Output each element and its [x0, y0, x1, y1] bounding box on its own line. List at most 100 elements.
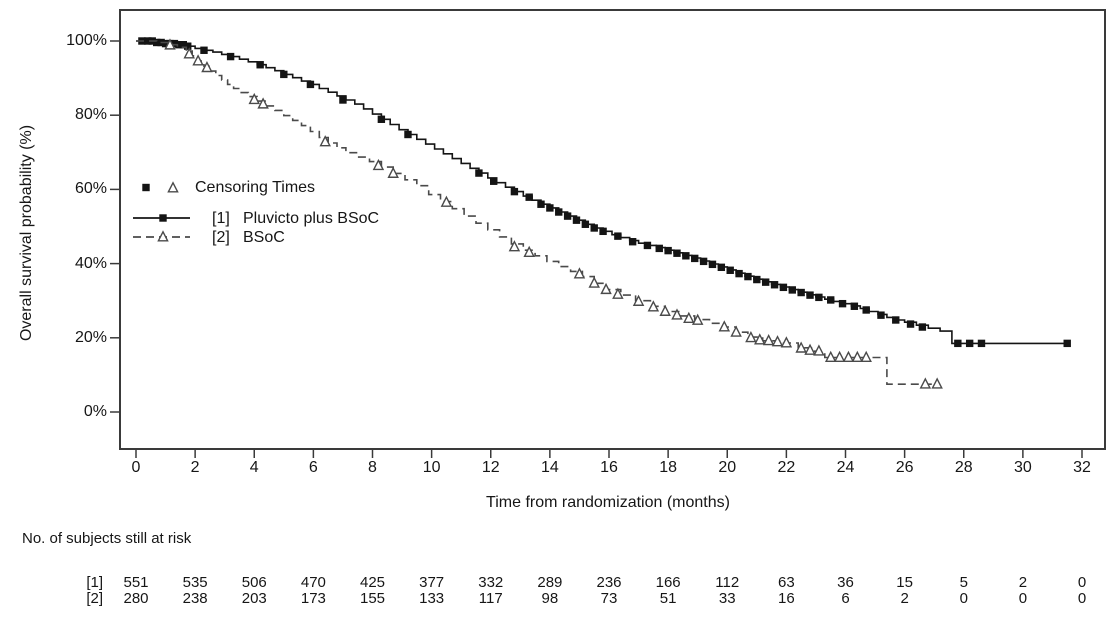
censor-marker-triangle — [659, 304, 671, 316]
censor-marker-square — [572, 216, 581, 224]
censor-marker-triangle — [795, 341, 807, 353]
censor-marker-square — [590, 224, 598, 232]
survival-curve-2 — [136, 40, 941, 385]
risk-count: 16 — [778, 590, 795, 607]
censor-marker-triangle — [833, 350, 846, 362]
risk-count: 332 — [478, 574, 504, 591]
censor-marker-square — [977, 339, 986, 348]
censor-marker-square — [862, 306, 870, 314]
risk-count: 377 — [419, 574, 445, 591]
censor-marker-triangle — [508, 240, 521, 252]
censor-marker-square — [161, 39, 170, 48]
x-tick-label: 24 — [836, 459, 855, 476]
y-tick-label: 0% — [83, 403, 107, 420]
censor-marker-triangle — [762, 334, 775, 346]
risk-count: 470 — [300, 574, 326, 591]
legend-marker-series-2 — [157, 230, 169, 242]
censor-marker-square — [761, 278, 770, 286]
censor-marker-triangle — [183, 47, 195, 59]
risk-count: 280 — [123, 590, 149, 607]
x-tick-label: 22 — [777, 459, 796, 476]
censor-marker-square — [490, 177, 498, 185]
censor-marker-triangle — [600, 282, 612, 295]
censor-marker-square — [788, 286, 796, 294]
censor-marker-square — [475, 169, 483, 177]
censor-marker-triangle — [257, 97, 269, 109]
x-tick-label: 10 — [422, 459, 441, 476]
censor-marker-triangle — [683, 311, 695, 324]
risk-count: 506 — [241, 574, 267, 591]
censor-marker-square — [691, 254, 699, 263]
censor-marker-square — [537, 200, 545, 208]
censor-marker-square — [377, 115, 386, 123]
censor-marker-triangle — [804, 343, 816, 355]
risk-count: 238 — [182, 590, 208, 607]
censor-marker-square — [546, 204, 554, 212]
plot-frame — [119, 9, 1106, 450]
censor-marker-square — [306, 80, 315, 89]
legend-series-1-id: [1] — [212, 210, 230, 227]
risk-count: 5 — [959, 574, 968, 591]
censor-marker-triangle — [931, 377, 943, 389]
legend-series-2-id: [2] — [212, 229, 230, 246]
risk-row-1-label: [1] — [86, 574, 103, 591]
censor-marker-square — [726, 266, 734, 274]
censor-marker-square — [708, 260, 717, 269]
censor-marker-square — [643, 241, 652, 250]
censor-marker-square — [599, 227, 607, 236]
x-tick-label: 16 — [600, 459, 618, 476]
censor-marker-square — [200, 46, 208, 54]
censor-marker-square — [717, 263, 726, 272]
risk-count: 33 — [718, 590, 736, 607]
censor-marker-triangle — [588, 276, 600, 288]
censor-marker-triangle — [813, 344, 825, 356]
y-tick-label: 40% — [74, 254, 107, 272]
censor-marker-square — [1063, 339, 1071, 348]
censor-marker-square — [555, 208, 563, 216]
x-tick-label: 20 — [718, 459, 737, 476]
x-axis-title: Time from randomization (months) — [486, 494, 730, 511]
censor-marker-triangle — [671, 308, 683, 320]
risk-count: 0 — [1077, 574, 1087, 591]
risk-count: 73 — [600, 590, 618, 607]
censor-marker-square — [892, 316, 900, 324]
legend-censoring-triangle-icon — [167, 181, 179, 193]
censor-marker-square — [806, 291, 814, 299]
censor-marker-square — [563, 212, 572, 220]
censor-marker-square — [735, 269, 743, 278]
risk-count: 173 — [300, 590, 326, 607]
censor-marker-square — [699, 257, 708, 266]
legend-series-2-label: BSoC — [243, 229, 285, 246]
censor-marker-square — [628, 238, 637, 246]
censor-marker-triangle — [573, 267, 586, 279]
censor-marker-triangle — [647, 300, 660, 312]
x-tick-label: 8 — [368, 459, 377, 476]
censor-marker-square — [918, 323, 927, 331]
x-tick-label: 2 — [190, 459, 200, 476]
risk-count: 289 — [537, 574, 563, 591]
censor-marker-triangle — [919, 377, 932, 389]
censor-marker-triangle — [754, 333, 766, 345]
censor-marker-square — [827, 296, 835, 304]
censor-marker-square — [673, 249, 681, 257]
censor-marker-triangle — [164, 38, 176, 50]
x-tick-label: 6 — [308, 459, 318, 476]
censor-marker-triangle — [387, 166, 399, 178]
risk-table-title: No. of subjects still at risk — [22, 530, 192, 547]
risk-count: 166 — [655, 574, 681, 591]
x-tick-label: 4 — [249, 459, 259, 476]
risk-count: 2 — [1018, 574, 1028, 591]
x-tick-label: 26 — [895, 459, 914, 476]
censor-marker-square — [144, 37, 152, 45]
y-tick-label: 60% — [74, 180, 107, 198]
censor-marker-square — [184, 42, 192, 50]
censor-marker-square — [339, 96, 347, 104]
x-tick-label: 32 — [1073, 459, 1091, 476]
censor-marker-triangle — [718, 320, 731, 332]
censor-marker-triangle — [440, 195, 453, 207]
censor-marker-square — [906, 320, 915, 328]
x-tick-label: 12 — [481, 459, 500, 476]
risk-count: 98 — [541, 590, 559, 607]
censor-marker-square — [170, 39, 179, 48]
